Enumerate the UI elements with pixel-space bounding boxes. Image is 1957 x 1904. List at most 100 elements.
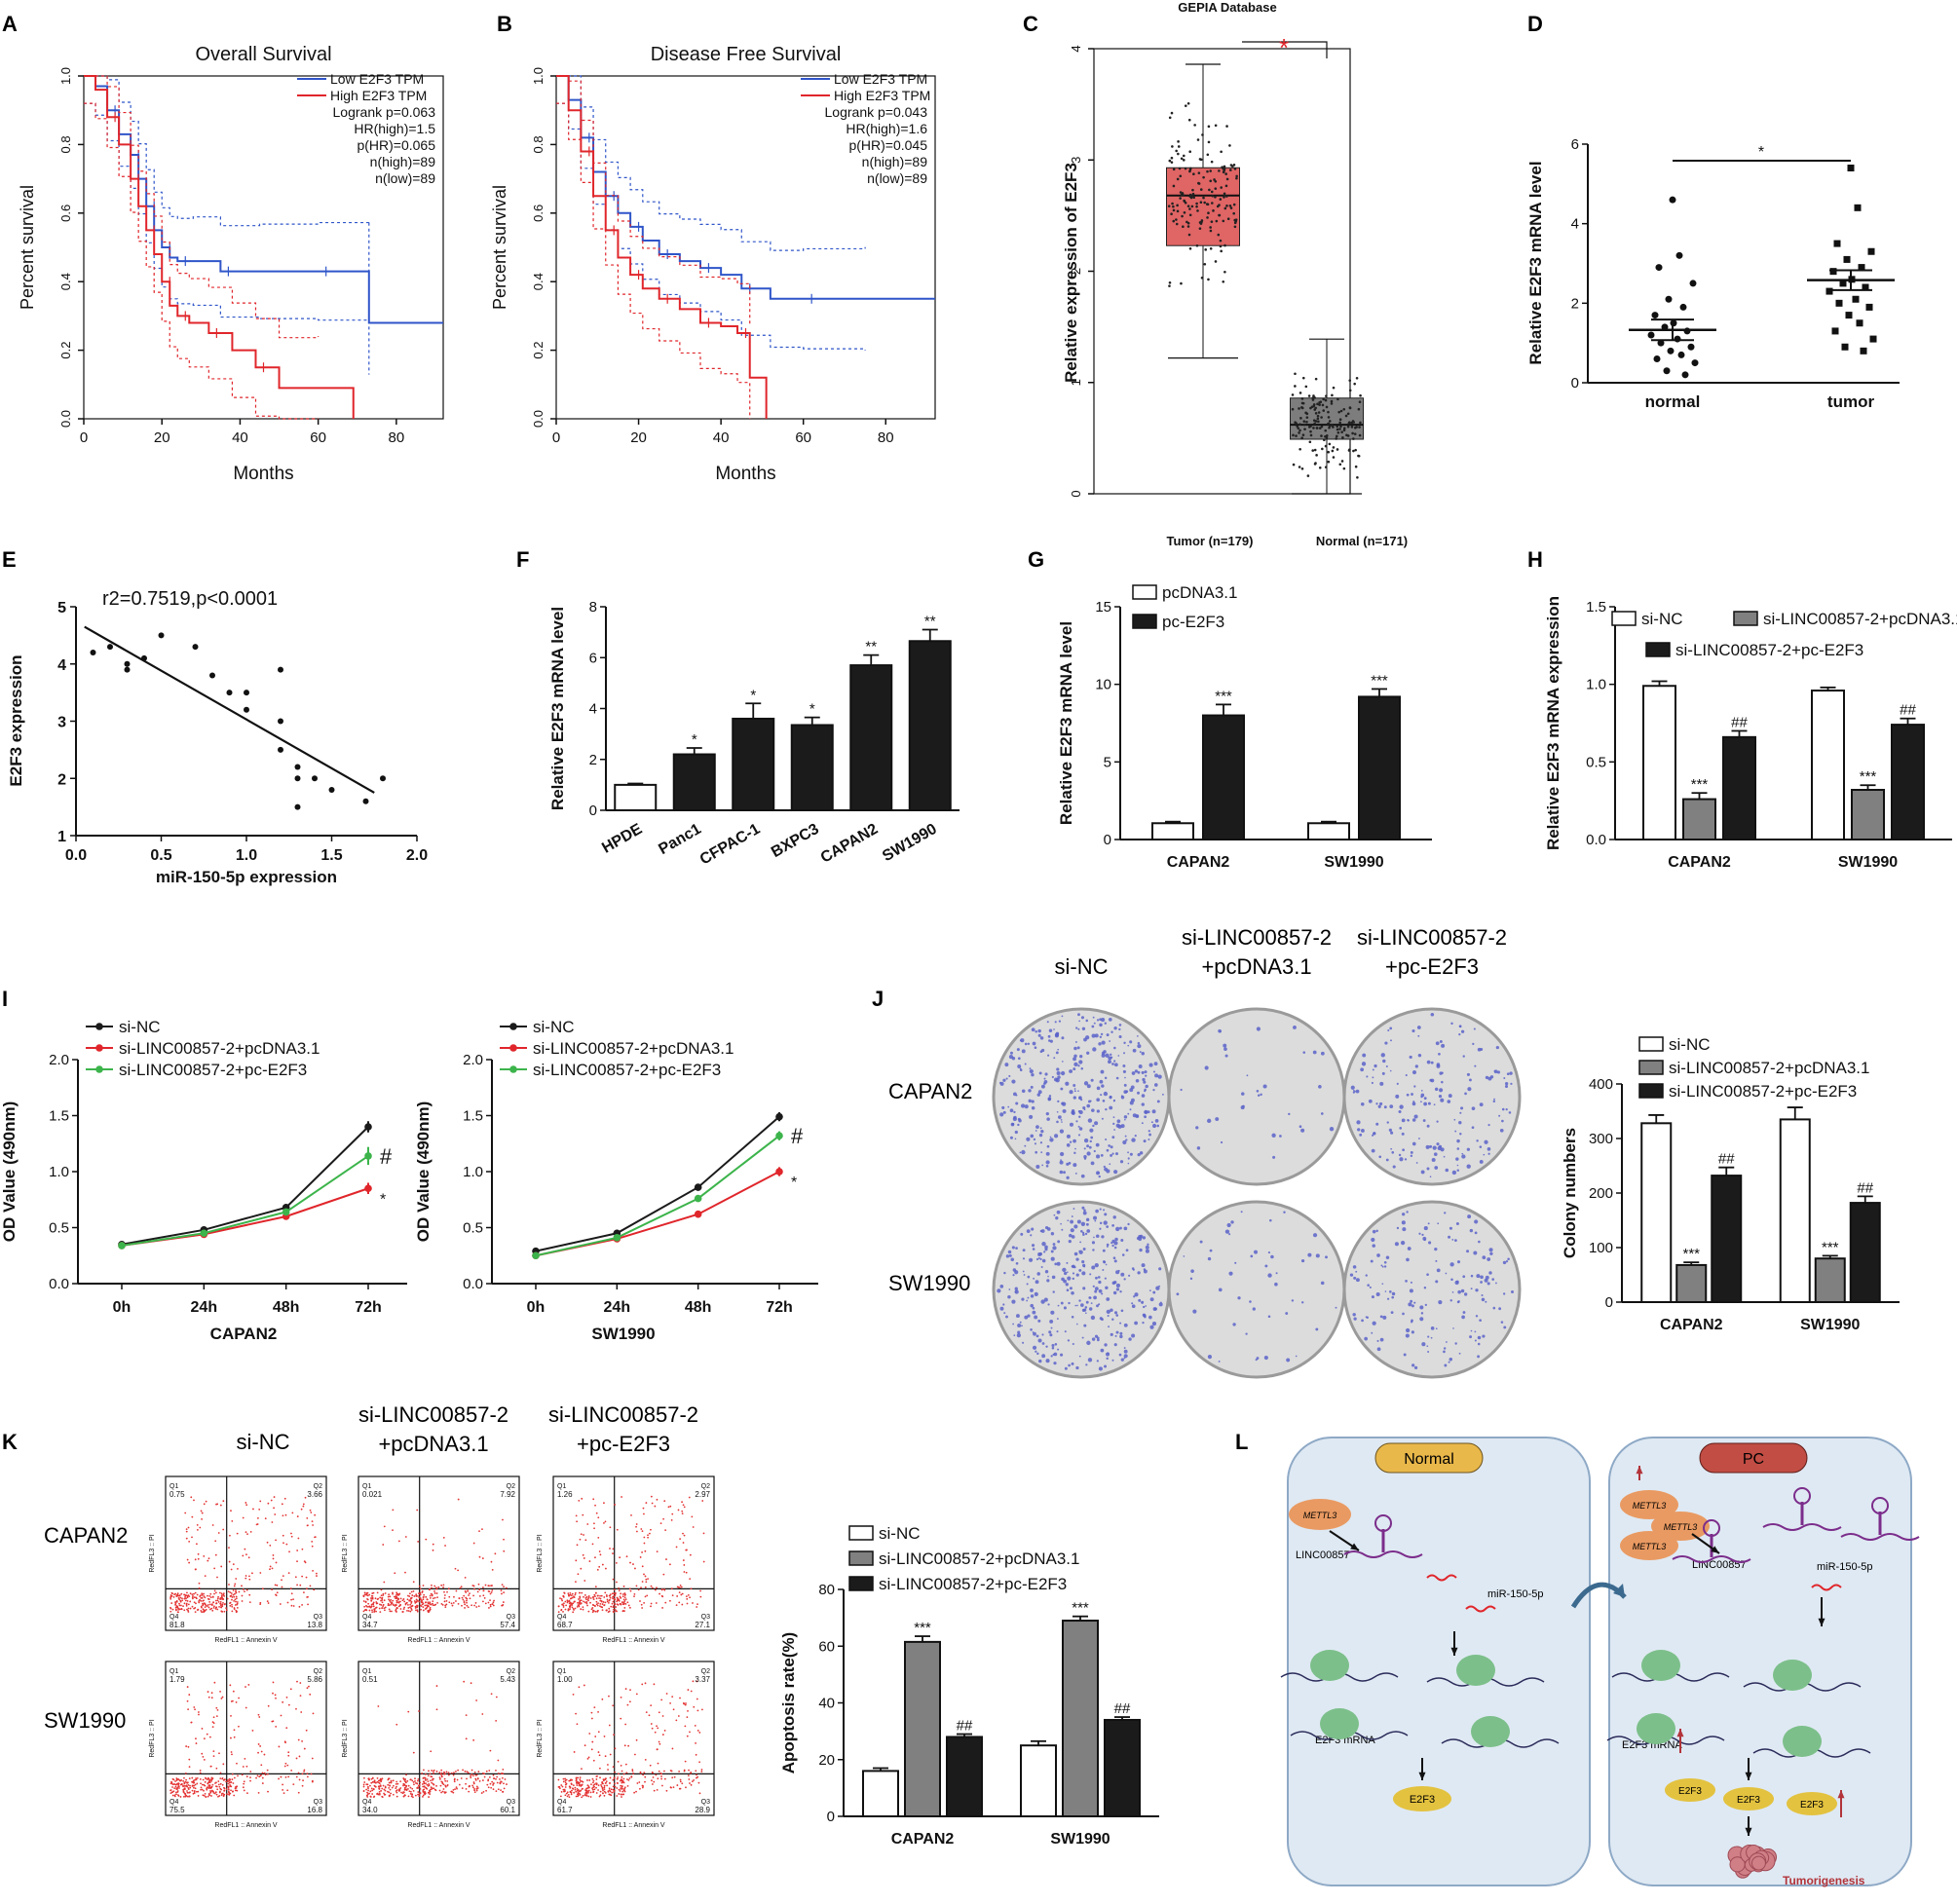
flow-event	[402, 1777, 405, 1779]
colony-dot	[1149, 1325, 1154, 1329]
panel-letter-d: D	[1527, 12, 1543, 36]
flow-event	[478, 1594, 481, 1597]
colony-dot	[1009, 1108, 1014, 1113]
flow-event	[305, 1576, 308, 1579]
flow-event	[286, 1601, 289, 1604]
colony-dot	[1142, 1322, 1145, 1325]
flow-event	[432, 1549, 434, 1551]
flow-event	[388, 1608, 391, 1611]
C-point	[1172, 219, 1176, 223]
flow-event	[584, 1791, 587, 1794]
colony-dot	[1392, 1165, 1396, 1169]
flow-event	[203, 1599, 205, 1602]
C-x-tick-label: Tumor (n=179)	[1167, 534, 1254, 548]
colony-dot	[1218, 1288, 1223, 1292]
E-point	[278, 746, 283, 753]
colony-dot	[1384, 1041, 1388, 1045]
J-y-tick-label: 0	[1605, 1294, 1613, 1311]
flow-event	[315, 1572, 318, 1575]
flow-event	[569, 1786, 572, 1789]
flow-event	[257, 1713, 260, 1716]
flow-event	[619, 1556, 621, 1559]
colony-dot	[1104, 1364, 1108, 1368]
colony-dot	[1256, 1027, 1261, 1031]
flow-event	[214, 1553, 217, 1556]
colony-dot	[1499, 1128, 1504, 1133]
flow-event	[208, 1786, 211, 1789]
flow-event	[391, 1786, 394, 1789]
colony-dot	[1389, 1104, 1394, 1109]
colony-dot	[1113, 1060, 1116, 1063]
flow-event	[421, 1783, 424, 1785]
flow-event	[370, 1777, 373, 1780]
colony-dot	[1176, 1292, 1180, 1296]
flow-event	[472, 1782, 475, 1785]
flow-event	[306, 1516, 309, 1519]
C-point	[1177, 145, 1181, 148]
flow-event	[389, 1788, 392, 1791]
flow-event	[418, 1585, 421, 1587]
flow-event	[587, 1599, 589, 1602]
colony-dot	[1220, 1140, 1223, 1144]
flow-event	[609, 1790, 612, 1793]
flow-event	[641, 1565, 644, 1568]
flow-event	[415, 1609, 417, 1612]
A-stat-text: HR(high)=1.5	[354, 121, 435, 136]
colony-dot	[1106, 1169, 1110, 1174]
B-y-tick-label: 0.8	[531, 135, 546, 153]
flow-event	[698, 1732, 701, 1734]
flow-event	[592, 1610, 595, 1612]
flow-event	[170, 1594, 173, 1597]
flow-event	[388, 1598, 390, 1601]
colony-dot	[1143, 1268, 1147, 1271]
flow-event	[641, 1581, 644, 1583]
colony-dot	[1047, 1275, 1049, 1278]
flow-event	[451, 1790, 453, 1793]
colony-dot	[1024, 1042, 1028, 1046]
colony-dot	[1372, 1229, 1376, 1234]
flow-event	[227, 1778, 229, 1781]
flow-event	[409, 1610, 412, 1613]
colony-dot	[1470, 1288, 1473, 1290]
colony-dot	[1368, 1099, 1373, 1103]
flow-event	[407, 1604, 409, 1606]
panel-letter-k: K	[2, 1430, 18, 1454]
colony-dot	[1021, 1325, 1023, 1327]
colony-dot	[1120, 1239, 1124, 1243]
colony-dot	[1411, 1101, 1416, 1106]
flow-event	[490, 1585, 492, 1587]
colony-dot	[1482, 1334, 1486, 1338]
colony-dot	[1104, 1277, 1107, 1280]
A-stat-text: Logrank p=0.063	[333, 104, 436, 120]
E-point	[294, 764, 301, 770]
C-point	[1170, 156, 1174, 160]
flow-event	[619, 1595, 621, 1598]
flow-event	[246, 1533, 248, 1536]
colony-dot	[1445, 1272, 1448, 1275]
flow-event	[690, 1772, 693, 1774]
K-sig-label: ***	[1072, 1600, 1089, 1617]
flow-event	[225, 1788, 228, 1791]
flow-event	[215, 1781, 217, 1784]
flow-event	[415, 1598, 418, 1601]
colony-dot	[1030, 1327, 1033, 1331]
flow-event	[617, 1760, 620, 1763]
flow-q4-value: 34.0	[362, 1806, 378, 1814]
E-point	[124, 666, 131, 673]
flow-event	[633, 1592, 636, 1595]
colony-dot	[1118, 1024, 1122, 1027]
flow-event	[606, 1600, 609, 1603]
colony-dot	[1402, 1148, 1405, 1152]
flow-event	[414, 1605, 417, 1608]
flow-event	[629, 1689, 631, 1691]
flow-event	[191, 1515, 194, 1518]
flow-event	[661, 1607, 663, 1609]
colony-dot	[1435, 1280, 1439, 1284]
flow-event	[438, 1772, 441, 1773]
J-bar	[1814, 1257, 1846, 1303]
C-point	[1314, 420, 1318, 423]
flow-event	[259, 1603, 262, 1606]
flow-event	[405, 1773, 407, 1776]
flow-event	[466, 1777, 468, 1780]
flow-event	[598, 1767, 601, 1770]
